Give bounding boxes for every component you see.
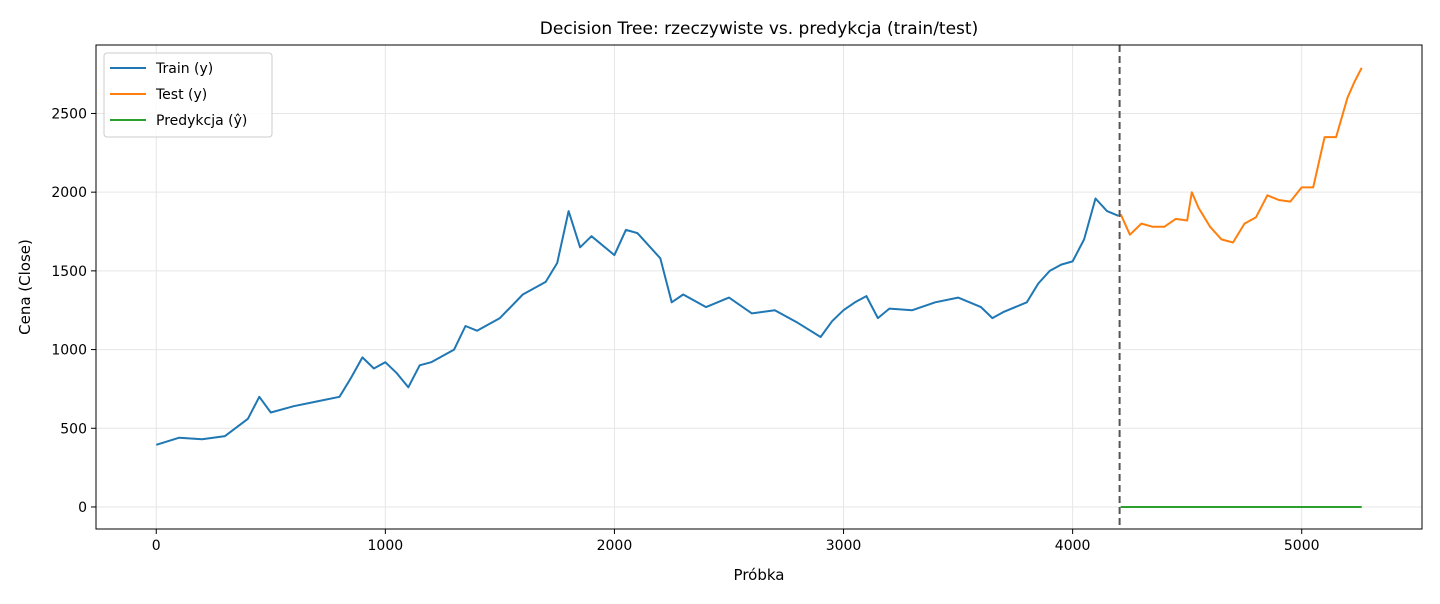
- series-line: [1119, 67, 1363, 244]
- x-tick-label: 2000: [597, 538, 633, 554]
- series-line: [156, 197, 1119, 446]
- legend-label: Train (y): [155, 61, 213, 77]
- y-tick-label: 1000: [51, 343, 87, 359]
- legend-label: Test (y): [155, 87, 207, 103]
- x-tick-label: 3000: [826, 538, 862, 554]
- x-tick-label: 1000: [368, 538, 404, 554]
- x-axis-label: Próbka: [734, 566, 785, 584]
- y-axis-label: Cena (Close): [16, 239, 34, 335]
- y-tick-label: 2500: [51, 106, 87, 122]
- x-tick-label: 0: [152, 538, 161, 554]
- legend-box: [103, 52, 273, 138]
- legend-label: Predykcja (ŷ): [156, 113, 247, 129]
- y-tick-label: 2000: [51, 185, 87, 201]
- plot-frame: [95, 44, 1423, 530]
- y-tick-label: 0: [78, 500, 87, 516]
- chart-title: Decision Tree: rzeczywiste vs. predykcja…: [540, 19, 978, 39]
- y-tick-label: 1500: [51, 264, 87, 280]
- y-tick-label: 500: [60, 421, 87, 437]
- x-tick-label: 4000: [1055, 538, 1091, 554]
- x-tick-label: 5000: [1284, 538, 1320, 554]
